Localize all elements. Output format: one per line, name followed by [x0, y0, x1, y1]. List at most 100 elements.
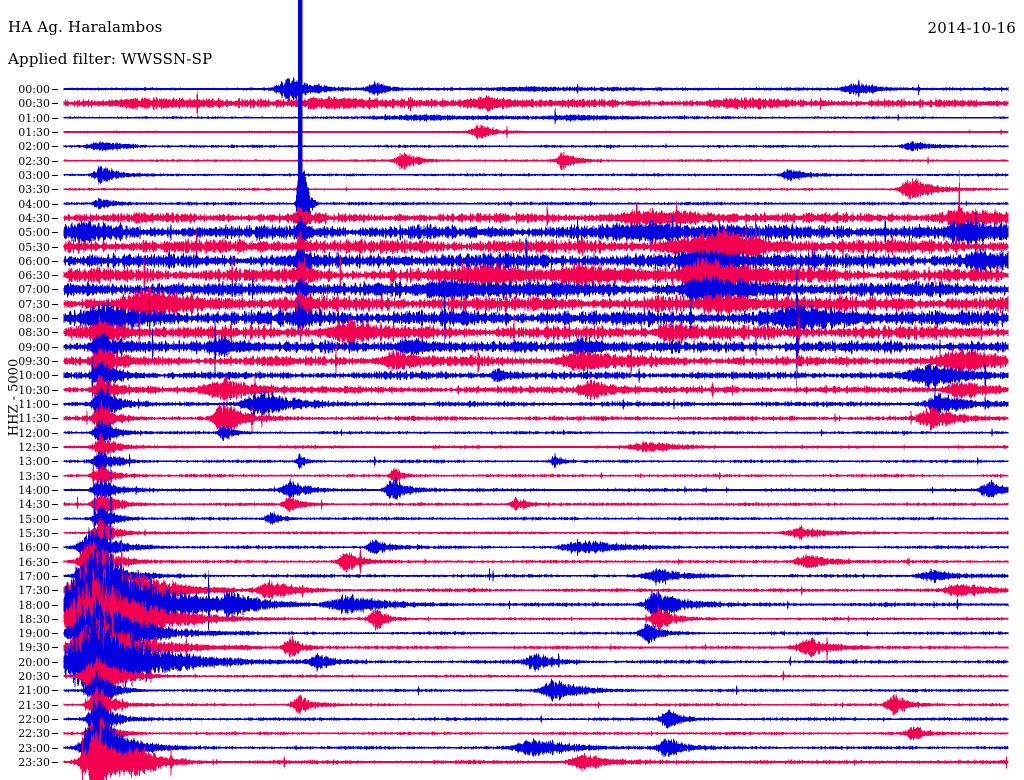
time-tick-label: 21:30	[18, 698, 50, 712]
time-tick-mark	[52, 89, 58, 90]
time-tick-mark	[52, 318, 58, 320]
time-tick-mark	[52, 131, 58, 133]
time-tick-label: 07:30	[18, 297, 50, 311]
seismic-trace	[63, 540, 1009, 584]
time-tick-label: 04:30	[18, 211, 50, 225]
time-tick-label: 12:00	[18, 426, 50, 440]
time-tick-mark	[52, 289, 58, 291]
time-tick-mark	[52, 475, 58, 477]
time-tick-mark	[52, 189, 58, 191]
seismic-trace	[63, 697, 1009, 742]
seismic-trace	[63, 668, 1009, 716]
seismic-trace	[63, 124, 1009, 141]
time-tick-label: 01:30	[18, 125, 50, 139]
time-tick-label: 05:30	[18, 240, 50, 254]
record-date: 2014-10-16	[927, 19, 1016, 37]
time-tick-label: 15:30	[18, 526, 50, 540]
time-tick-mark	[52, 633, 58, 635]
time-tick-mark	[52, 375, 58, 377]
time-tick-label: 23:30	[18, 756, 50, 770]
station-title: HA Ag. Haralambos	[8, 18, 163, 36]
time-tick-mark	[52, 203, 58, 205]
time-tick-label: 15:00	[18, 512, 50, 526]
time-tick-mark	[52, 647, 58, 649]
time-tick-mark	[52, 404, 58, 406]
time-tick-mark	[52, 547, 58, 549]
time-tick-label: 01:00	[18, 111, 50, 125]
seismic-trace	[63, 594, 1009, 673]
time-tick-mark	[52, 489, 58, 491]
time-tick-label: 02:30	[18, 154, 50, 168]
time-tick-label: 13:30	[18, 469, 50, 483]
time-tick-mark	[52, 676, 58, 678]
time-tick-label: 02:00	[18, 140, 50, 154]
time-tick-mark	[52, 719, 58, 721]
filter-label: Applied filter: WWSSN-SP	[8, 50, 213, 68]
time-tick-label: 13:00	[18, 455, 50, 469]
seismic-trace	[63, 312, 1009, 353]
clipped-spike	[298, 0, 303, 208]
seismic-trace	[63, 529, 1009, 644]
time-tick-mark	[52, 217, 58, 219]
time-tick-label: 16:30	[18, 555, 50, 569]
seismic-trace	[63, 76, 1009, 103]
time-tick-label: 10:00	[18, 369, 50, 383]
time-tick-mark	[52, 747, 58, 749]
seismic-trace	[63, 686, 1009, 726]
time-tick-mark	[52, 160, 58, 162]
time-tick-label: 08:30	[18, 326, 50, 340]
seismic-trace	[63, 140, 1009, 152]
time-tick-label: 14:00	[18, 483, 50, 497]
seismic-trace	[63, 417, 1009, 448]
time-tick-label: 10:30	[18, 383, 50, 397]
time-tick-label: 17:30	[18, 584, 50, 598]
time-tick-mark	[52, 232, 58, 234]
time-tick-label: 05:00	[18, 226, 50, 240]
seismic-trace	[63, 729, 1009, 780]
seismic-trace	[63, 568, 1009, 665]
time-tick-label: 03:30	[18, 183, 50, 197]
time-tick-mark	[52, 361, 58, 363]
time-tick-mark	[52, 733, 58, 735]
seismic-trace	[63, 609, 1009, 715]
seismic-trace	[63, 432, 1009, 459]
seismic-trace	[63, 399, 1009, 437]
time-tick-mark	[52, 504, 58, 506]
time-tick-label: 11:30	[18, 412, 50, 426]
time-tick-label: 22:30	[18, 727, 50, 741]
time-tick-label: 19:00	[18, 627, 50, 641]
seismic-trace	[63, 551, 1009, 600]
clipped-spike	[95, 758, 100, 780]
time-tick-mark	[52, 461, 58, 463]
seismic-trace	[63, 90, 1009, 118]
time-tick-mark	[52, 690, 58, 692]
time-tick-mark	[52, 146, 58, 148]
time-tick-label: 09:30	[18, 355, 50, 369]
seismic-trace	[63, 255, 1009, 301]
time-tick-label: 20:30	[18, 670, 50, 684]
seismic-trace	[63, 151, 1009, 171]
seismic-trace	[63, 165, 1009, 185]
time-tick-mark	[52, 103, 58, 105]
time-tick-mark	[52, 117, 58, 119]
seismic-trace	[63, 704, 1009, 780]
time-tick-label: 06:30	[18, 269, 50, 283]
seismic-trace	[63, 451, 1009, 762]
time-tick-label: 07:00	[18, 283, 50, 297]
seismic-trace	[63, 517, 1009, 549]
time-tick-label: 19:30	[18, 641, 50, 655]
time-tick-mark	[52, 275, 58, 277]
time-tick-label: 09:00	[18, 340, 50, 354]
seismic-trace	[63, 108, 1009, 125]
time-tick-label: 12:30	[18, 441, 50, 454]
seismic-trace	[63, 656, 1009, 700]
time-tick-label: 18:30	[18, 612, 50, 626]
time-tick-label: 03:00	[18, 168, 50, 182]
time-tick-label: 16:00	[18, 541, 50, 555]
seismic-trace	[63, 358, 1009, 401]
seismic-trace	[63, 714, 1009, 753]
time-tick-mark	[52, 260, 58, 262]
seismic-trace	[63, 449, 1009, 474]
